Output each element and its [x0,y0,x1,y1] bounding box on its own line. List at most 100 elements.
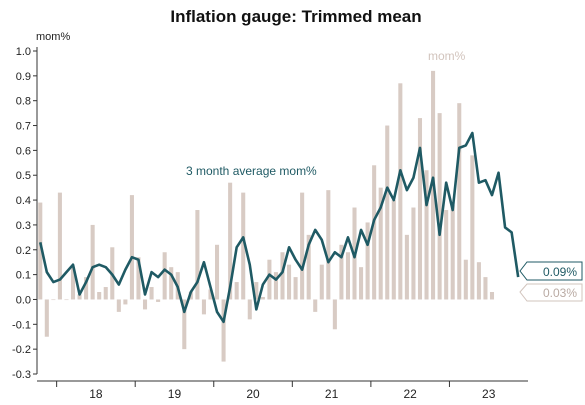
x-tick-label: 23 [482,387,496,401]
bar [64,299,69,301]
x-tick-label: 19 [168,387,182,401]
bar [385,125,390,300]
bar [260,296,265,300]
bar [201,299,206,315]
y-tick-label: 1.0 [16,46,31,58]
y-tick-label: 0.3 [16,220,31,232]
bar [339,244,344,300]
bar [267,259,272,300]
bar-end-tag-box [519,283,583,302]
bar [182,299,187,350]
bar [44,299,49,337]
y-tick-label: 0.5 [16,170,31,182]
chart-title: Inflation gauge: Trimmed mean [170,7,421,26]
x-axis: 18 19 20 21 22 23 [37,380,528,401]
bar [129,195,134,300]
bar [38,202,43,300]
bar [57,192,62,300]
y-tick-label: 0.9 [16,71,31,83]
bar-end-tag: 0.03% [519,283,583,302]
bar [391,200,396,300]
bar [287,264,292,300]
y-tick-label: 0.0 [16,294,31,306]
line-end-value: 0.09% [543,265,577,279]
bar [483,277,488,300]
three-month-average-line [39,131,520,324]
y-tick-label: 0.1 [16,270,31,282]
bar [142,299,148,310]
bar [313,299,318,312]
bar [215,244,220,300]
bar [84,277,89,300]
bar [476,262,481,300]
bar [156,299,161,302]
bar [319,264,324,300]
line-end-tag-box [519,261,583,281]
line-end-tag: 0.09% [519,261,583,281]
bar-series-annotation: mom% [428,49,466,63]
bar [293,277,298,300]
bar [437,113,442,300]
bar [136,257,141,300]
bar [116,299,121,312]
x-tick-label: 22 [403,387,417,401]
x-tick-label: 18 [89,387,103,401]
bar [365,222,370,300]
bar [169,267,174,300]
bar [103,287,108,300]
bar [463,259,468,300]
bar [470,155,475,300]
y-tick-label: -0.1 [12,319,31,331]
bar [424,170,429,300]
bar [417,118,423,300]
y-tick-label: -0.2 [12,344,31,356]
bar [398,83,403,300]
bar [123,299,128,305]
bar [280,252,285,300]
bar [378,187,383,300]
bar [273,272,278,300]
bar-series [38,70,495,362]
bar [162,252,167,300]
bar [234,282,239,300]
bar [345,252,350,300]
bar [254,282,259,300]
bar [149,287,154,300]
bar [51,299,56,301]
y-tick-label: 0.8 [16,96,31,108]
y-axis-label: mom% [36,31,70,43]
bar [306,234,311,300]
bar [77,294,82,300]
bar [221,299,226,362]
bar [97,292,102,300]
x-tick-label: 21 [325,387,339,401]
bar [70,267,76,300]
bar [404,234,409,300]
y-tick-label: 0.2 [16,245,31,257]
bar [489,292,495,300]
y-tick-label: -0.3 [12,369,31,381]
bar [300,192,305,300]
bar [208,289,213,300]
line-series-annotation: 3 month average mom% [186,164,317,178]
bar [359,267,364,300]
bar [332,299,337,330]
x-tick-label: 20 [246,387,260,401]
y-tick-label: 0.6 [16,145,31,157]
bar-end-value: 0.03% [543,286,577,300]
bar [247,299,252,320]
bar [241,192,246,300]
bar [411,207,416,300]
bar [372,165,377,300]
bar [457,103,462,300]
y-tick-label: 0.4 [16,195,31,207]
bar [444,210,449,300]
bar [90,224,95,300]
bar [326,190,331,300]
bar [228,182,233,300]
bar [450,205,455,300]
bar [195,210,200,300]
y-axis: -0.3 -0.2 -0.1 0.0 0.1 0.2 0.3 0.4 0.5 0.6 0.7 0.8 0… [12,46,38,381]
y-tick-label: 0.7 [16,121,31,133]
